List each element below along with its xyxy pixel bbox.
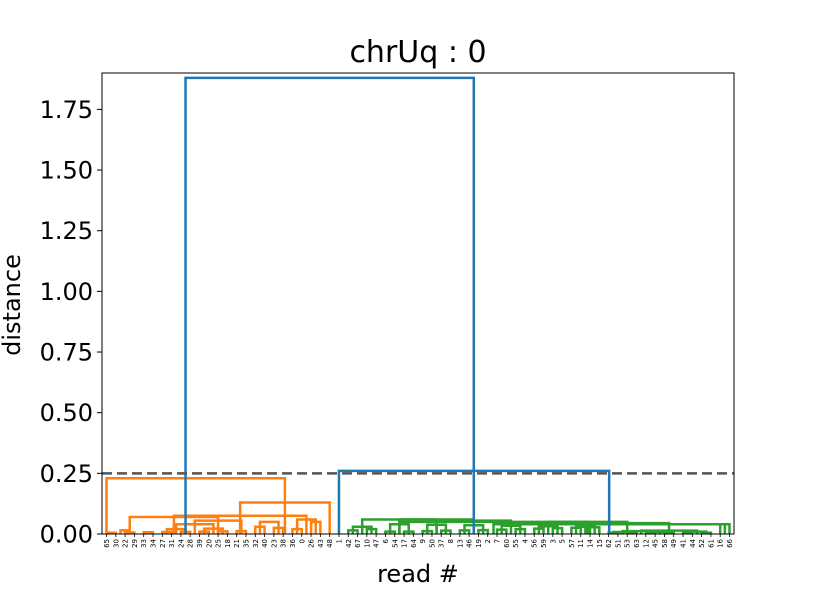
leaf-label: 60 (503, 539, 511, 548)
leaf-label: 28 (187, 539, 195, 548)
leaf-label: 26 (308, 538, 316, 547)
leaf-label: 4 (521, 538, 529, 543)
leaf-label: 16 (717, 538, 725, 547)
y-tick-label: 1.25 (40, 217, 93, 245)
leaf-label: 43 (317, 539, 325, 548)
leaf-label: 30 (112, 539, 120, 548)
y-tick-label: 1.75 (40, 96, 93, 124)
leaf-label: 42 (345, 539, 353, 548)
leaf-label: 32 (252, 539, 260, 548)
leaf-label: 14 (587, 538, 595, 547)
leaf-label: 25 (215, 539, 223, 548)
leaf-label: 53 (624, 539, 632, 548)
leaf-label: 7 (494, 539, 502, 543)
leaf-label: 27 (159, 539, 167, 548)
leaf-label: 11 (577, 539, 585, 548)
leaf-label: 59 (540, 539, 548, 548)
leaf-label: 1 (335, 539, 343, 543)
leaf-label: 67 (354, 539, 362, 548)
leaf-label: 22 (122, 539, 130, 548)
leaf-label: 10 (363, 539, 371, 548)
leaf-label: 19 (475, 539, 483, 548)
leaf-label: 13 (456, 539, 464, 548)
chart-title: chrUq : 0 (349, 35, 486, 70)
leaf-label: 2 (484, 539, 492, 543)
leaf-label: 35 (242, 539, 250, 548)
leaf-label: 49 (670, 539, 678, 548)
y-tick-label: 0.50 (40, 399, 93, 427)
leaf-label: 48 (326, 539, 334, 548)
leaf-label: 47 (373, 539, 381, 548)
leaf-label: 57 (568, 539, 576, 548)
plot-frame (102, 73, 734, 534)
dendrogram-link (186, 78, 474, 534)
leaf-label: 23 (270, 539, 278, 548)
leaf-label: 5 (559, 539, 567, 543)
leaf-label: 40 (261, 539, 269, 548)
leaf-label: 55 (512, 539, 520, 548)
leaf-label: 54 (391, 538, 399, 547)
leaf-label: 38 (280, 539, 288, 548)
leaf-label: 45 (652, 539, 660, 548)
leaf-label: 3 (549, 539, 557, 543)
leaf-label: 36 (289, 538, 297, 547)
leaf-label: 44 (689, 538, 697, 547)
y-tick-label: 1.00 (40, 278, 93, 306)
leaf-label: 62 (605, 539, 613, 548)
leaf-label: 12 (642, 539, 650, 548)
leaf-label: 0 (298, 539, 306, 543)
leaf-label: 24 (177, 538, 185, 547)
leaf-label: 20 (205, 539, 213, 548)
x-axis: 65 30 22 29 33 34 27 31 24 28 39 20 25 18 21 35 32 40 23 38… (103, 534, 734, 548)
leaf-label: 46 (466, 538, 474, 547)
leaf-label: 21 (233, 539, 241, 548)
leaf-label: 9 (419, 539, 427, 543)
y-tick-label: 1.50 (40, 157, 93, 185)
y-axis-label: distance (0, 254, 26, 356)
leaf-label: 61 (707, 539, 715, 548)
leaf-label: 39 (196, 539, 204, 548)
leaf-label: 65 (103, 539, 111, 548)
leaf-label: 29 (131, 539, 139, 548)
leaf-label: 41 (680, 539, 688, 548)
leaf-label: 51 (614, 539, 622, 548)
leaf-label: 15 (596, 539, 604, 548)
leaf-label: 56 (531, 538, 539, 547)
dendrogram-links (107, 78, 730, 534)
leaf-label: 64 (410, 538, 418, 547)
y-axis: 0.00 0.25 0.50 0.75 1.00 1.25 1.50 1.75 (40, 96, 102, 549)
leaf-label: 37 (438, 539, 446, 548)
leaf-label: 8 (447, 539, 455, 543)
y-tick-label: 0.00 (40, 521, 93, 549)
leaf-label: 63 (633, 539, 641, 548)
leaf-label: 34 (149, 538, 157, 547)
leaf-label: 6 (382, 538, 390, 543)
leaf-label: 17 (401, 539, 409, 548)
leaf-label: 18 (224, 539, 232, 548)
leaf-label: 33 (140, 539, 148, 548)
leaf-label: 58 (661, 539, 669, 548)
leaf-label: 50 (428, 539, 436, 548)
leaf-label: 66 (726, 538, 734, 547)
y-tick-label: 0.75 (40, 339, 93, 367)
x-axis-label: read # (377, 560, 459, 588)
leaf-label: 52 (698, 539, 706, 548)
y-tick-label: 0.25 (40, 460, 93, 488)
leaf-label: 31 (168, 539, 176, 548)
